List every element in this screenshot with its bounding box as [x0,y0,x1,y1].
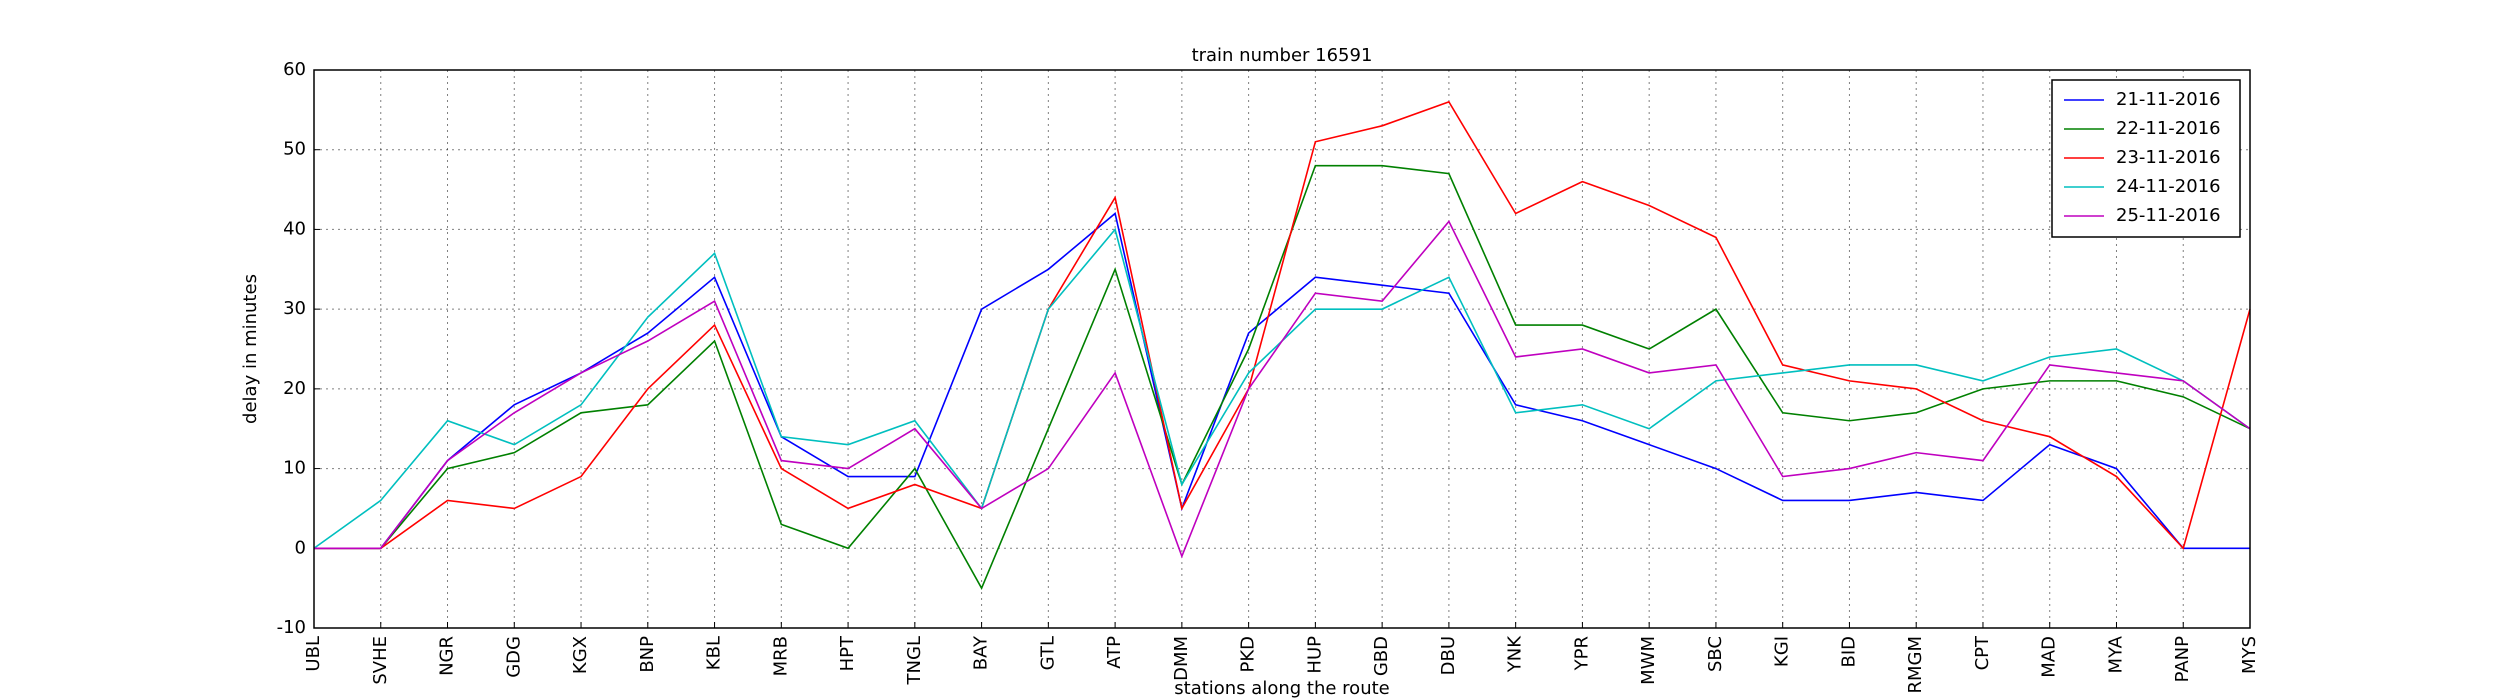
x-tick-label: MAD [2039,636,2060,678]
x-tick-label: RMGM [1905,636,1926,694]
x-tick-label: UBL [303,636,324,672]
x-tick-label: MRB [770,636,791,676]
x-tick-label: BNP [637,636,658,673]
x-tick-label: DMM [1171,636,1192,681]
legend-label: 22-11-2016 [2116,118,2221,139]
x-tick-label: GTL [1037,636,1058,670]
y-tick-label: 30 [283,298,306,319]
x-axis-label: stations along the route [1174,678,1389,699]
x-tick-label: YPR [1571,636,1592,671]
x-tick-label: CPT [1972,635,1993,670]
x-tick-label: GBD [1371,636,1392,676]
x-tick-label: KGX [570,636,591,674]
x-tick-label: PANP [2172,636,2193,682]
y-tick-label: 50 [283,139,306,160]
x-tick-label: DBU [1438,636,1459,675]
legend-label: 24-11-2016 [2116,176,2221,197]
y-tick-label: 20 [283,378,306,399]
x-tick-label: NGR [437,636,458,676]
y-tick-label: 60 [283,59,306,80]
x-tick-label: BAY [971,635,992,670]
x-tick-label: KGI [1772,636,1793,667]
y-tick-label: 40 [283,218,306,239]
x-tick-label: PKD [1238,636,1259,673]
y-axis-label: delay in minutes [240,274,261,424]
x-tick-label: KBL [704,636,725,670]
data-line [314,100,2251,550]
x-tick-label: BID [1838,636,1859,668]
legend-label: 23-11-2016 [2116,147,2221,168]
x-tick-label: YNK [1505,635,1526,673]
data-line [314,220,2251,559]
chart-title: train number 16591 [1192,45,1373,66]
x-tick-label: GDG [503,636,524,678]
x-tick-label: MYA [2105,635,2126,673]
data-line [314,164,2251,590]
legend-label: 21-11-2016 [2116,89,2221,110]
y-tick-label: -10 [277,617,306,638]
x-tick-label: MWM [1638,636,1659,685]
y-tick-label: 0 [295,537,306,558]
x-tick-label: MYS [2239,636,2260,674]
plot-frame [313,69,2251,629]
x-tick-label: SBC [1705,636,1726,672]
x-tick-label: TNGL [904,636,925,685]
y-tick-label: 10 [283,458,306,479]
x-tick-label: HUP [1304,636,1325,674]
x-tick-label: ATP [1104,636,1125,669]
x-tick-label: SVHE [370,636,391,685]
x-tick-label: HPT [837,635,858,671]
data-line [314,212,2250,550]
legend-label: 25-11-2016 [2116,205,2221,226]
